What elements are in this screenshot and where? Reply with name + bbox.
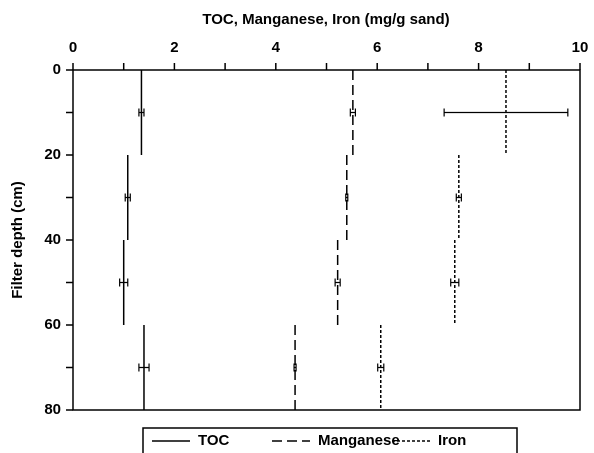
y-tick-label: 80 bbox=[44, 401, 61, 418]
x-tick-label: 6 bbox=[373, 39, 381, 56]
legend-label: Iron bbox=[438, 432, 466, 449]
error-bar bbox=[124, 193, 131, 202]
y-tick-label: 20 bbox=[44, 146, 61, 163]
error-bar bbox=[345, 193, 349, 202]
error-bar bbox=[377, 363, 385, 372]
legend-label: Manganese bbox=[318, 432, 400, 449]
y-axis-label: Filter depth (cm) bbox=[9, 181, 26, 299]
error-bar bbox=[450, 278, 460, 287]
error-bar bbox=[293, 363, 297, 372]
y-tick-label: 40 bbox=[44, 231, 61, 248]
x-tick-label: 2 bbox=[170, 39, 178, 56]
error-bar bbox=[119, 278, 129, 287]
x-tick-label: 0 bbox=[69, 39, 77, 56]
chart-title: TOC, Manganese, Iron (mg/g sand) bbox=[202, 11, 449, 28]
x-tick-label: 4 bbox=[272, 39, 281, 56]
plot-frame bbox=[72, 69, 581, 411]
x-tick-label: 8 bbox=[474, 39, 482, 56]
error-bar bbox=[334, 278, 341, 287]
x-tick-label: 10 bbox=[572, 39, 589, 56]
error-bar bbox=[443, 108, 569, 117]
error-bar bbox=[349, 108, 356, 117]
legend bbox=[142, 427, 518, 453]
y-tick-label: 0 bbox=[53, 61, 61, 78]
error-bar bbox=[138, 108, 145, 117]
legend-label: TOC bbox=[198, 432, 230, 449]
error-bar bbox=[138, 363, 150, 372]
error-bar bbox=[455, 193, 462, 202]
y-tick-label: 60 bbox=[44, 316, 61, 333]
